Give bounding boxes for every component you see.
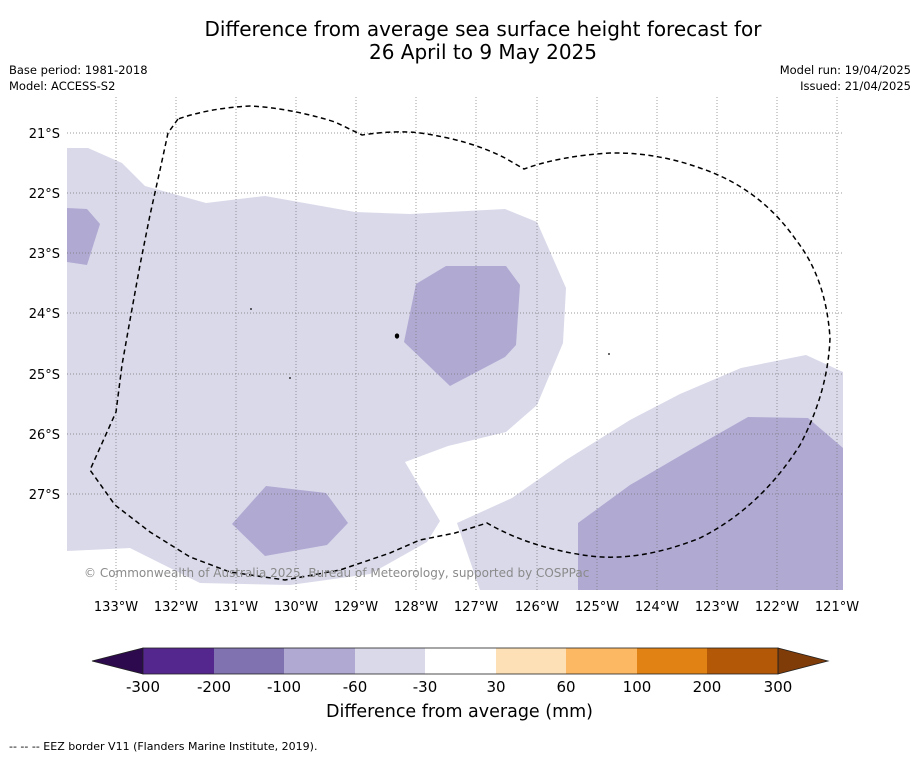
colorbar-tick-label: 30 <box>486 678 506 696</box>
gridlines <box>67 97 843 590</box>
anomaly-field <box>67 148 843 590</box>
colorbar-tick-label: -200 <box>196 678 232 696</box>
meta-left: Base period: 1981-2018 Model: ACCESS-S2 <box>9 62 148 94</box>
lon-label: 127°W <box>454 600 498 615</box>
islands <box>250 308 610 379</box>
colorbar-bin <box>143 648 214 674</box>
longitude-labels: 133°W 132°W 131°W 130°W 129°W 128°W 127°… <box>94 600 859 615</box>
colorbar-tick-label: -60 <box>342 678 368 696</box>
lon-label: 126°W <box>515 600 559 615</box>
lat-label: 23°S <box>29 247 60 262</box>
eez-footnote: -- -- -- EEZ border V11 (Flanders Marine… <box>9 740 318 753</box>
lon-label: 130°W <box>274 600 318 615</box>
lat-label: 27°S <box>29 488 60 503</box>
colorbar-bin <box>707 648 778 674</box>
anomaly-region-medium-westedge <box>67 208 100 265</box>
lon-label: 132°W <box>154 600 198 615</box>
eez-border <box>89 105 831 581</box>
meta-right: Model run: 19/04/2025 Issued: 21/04/2025 <box>780 62 911 94</box>
latitude-labels: 21°S 22°S 23°S 24°S 25°S 26°S 27°S <box>29 127 60 503</box>
issued-date: Issued: 21/04/2025 <box>800 79 911 93</box>
lat-label: 21°S <box>29 127 60 142</box>
anomaly-region-medium-center <box>404 266 520 386</box>
lon-label: 125°W <box>575 600 619 615</box>
colorbar-bin <box>637 648 707 674</box>
colorbar <box>91 647 830 675</box>
anomaly-region-light-west <box>67 148 566 585</box>
lon-label: 128°W <box>394 600 438 615</box>
colorbar-tick-label: 60 <box>556 678 576 696</box>
colorbar-tick-label: -300 <box>125 678 161 696</box>
lon-label: 131°W <box>214 600 258 615</box>
colorbar-bin <box>355 648 425 674</box>
map-title: Difference from average sea surface heig… <box>0 18 919 64</box>
lon-label: 124°W <box>635 600 679 615</box>
lat-label: 22°S <box>29 187 60 202</box>
colorbar-tick-label: 100 <box>622 678 652 696</box>
colorbar-extend-low <box>91 647 144 675</box>
base-period: Base period: 1981-2018 <box>9 63 148 77</box>
lat-label: 24°S <box>29 307 60 322</box>
colorbar-outline <box>142 647 779 675</box>
colorbar-bin <box>496 648 566 674</box>
lon-label: 133°W <box>94 600 138 615</box>
colorbar-bin <box>284 648 355 674</box>
colorbar-bin <box>566 648 637 674</box>
model-name: Model: ACCESS-S2 <box>9 79 116 93</box>
copyright-notice: © Commonwealth of Australia 2025, Bureau… <box>84 566 589 580</box>
colorbar-tick-label: -30 <box>412 678 438 696</box>
map-title-line2: 26 April to 9 May 2025 <box>369 40 597 64</box>
colorbar-extend-high <box>777 647 830 675</box>
lon-label: 122°W <box>755 600 799 615</box>
model-run: Model run: 19/04/2025 <box>779 63 911 77</box>
map-title-line1: Difference from average sea surface heig… <box>204 17 762 41</box>
lat-label: 26°S <box>29 428 60 443</box>
lon-label: 129°W <box>334 600 378 615</box>
colorbar-tick-label: 200 <box>692 678 722 696</box>
colorbar-bin <box>214 648 284 674</box>
map-panel: 21°S 22°S 23°S 24°S 25°S 26°S 27°S 133°W… <box>29 97 859 675</box>
colorbar-title: Difference from average (mm) <box>325 702 594 722</box>
lon-label: 123°W <box>695 600 739 615</box>
anomaly-region-medium-southwest <box>232 486 348 556</box>
lat-label: 25°S <box>29 368 60 383</box>
lon-label: 121°W <box>815 600 859 615</box>
colorbar-tick-label: -100 <box>266 678 302 696</box>
colorbar-bin <box>425 648 496 674</box>
colorbar-tick-label: 300 <box>763 678 793 696</box>
